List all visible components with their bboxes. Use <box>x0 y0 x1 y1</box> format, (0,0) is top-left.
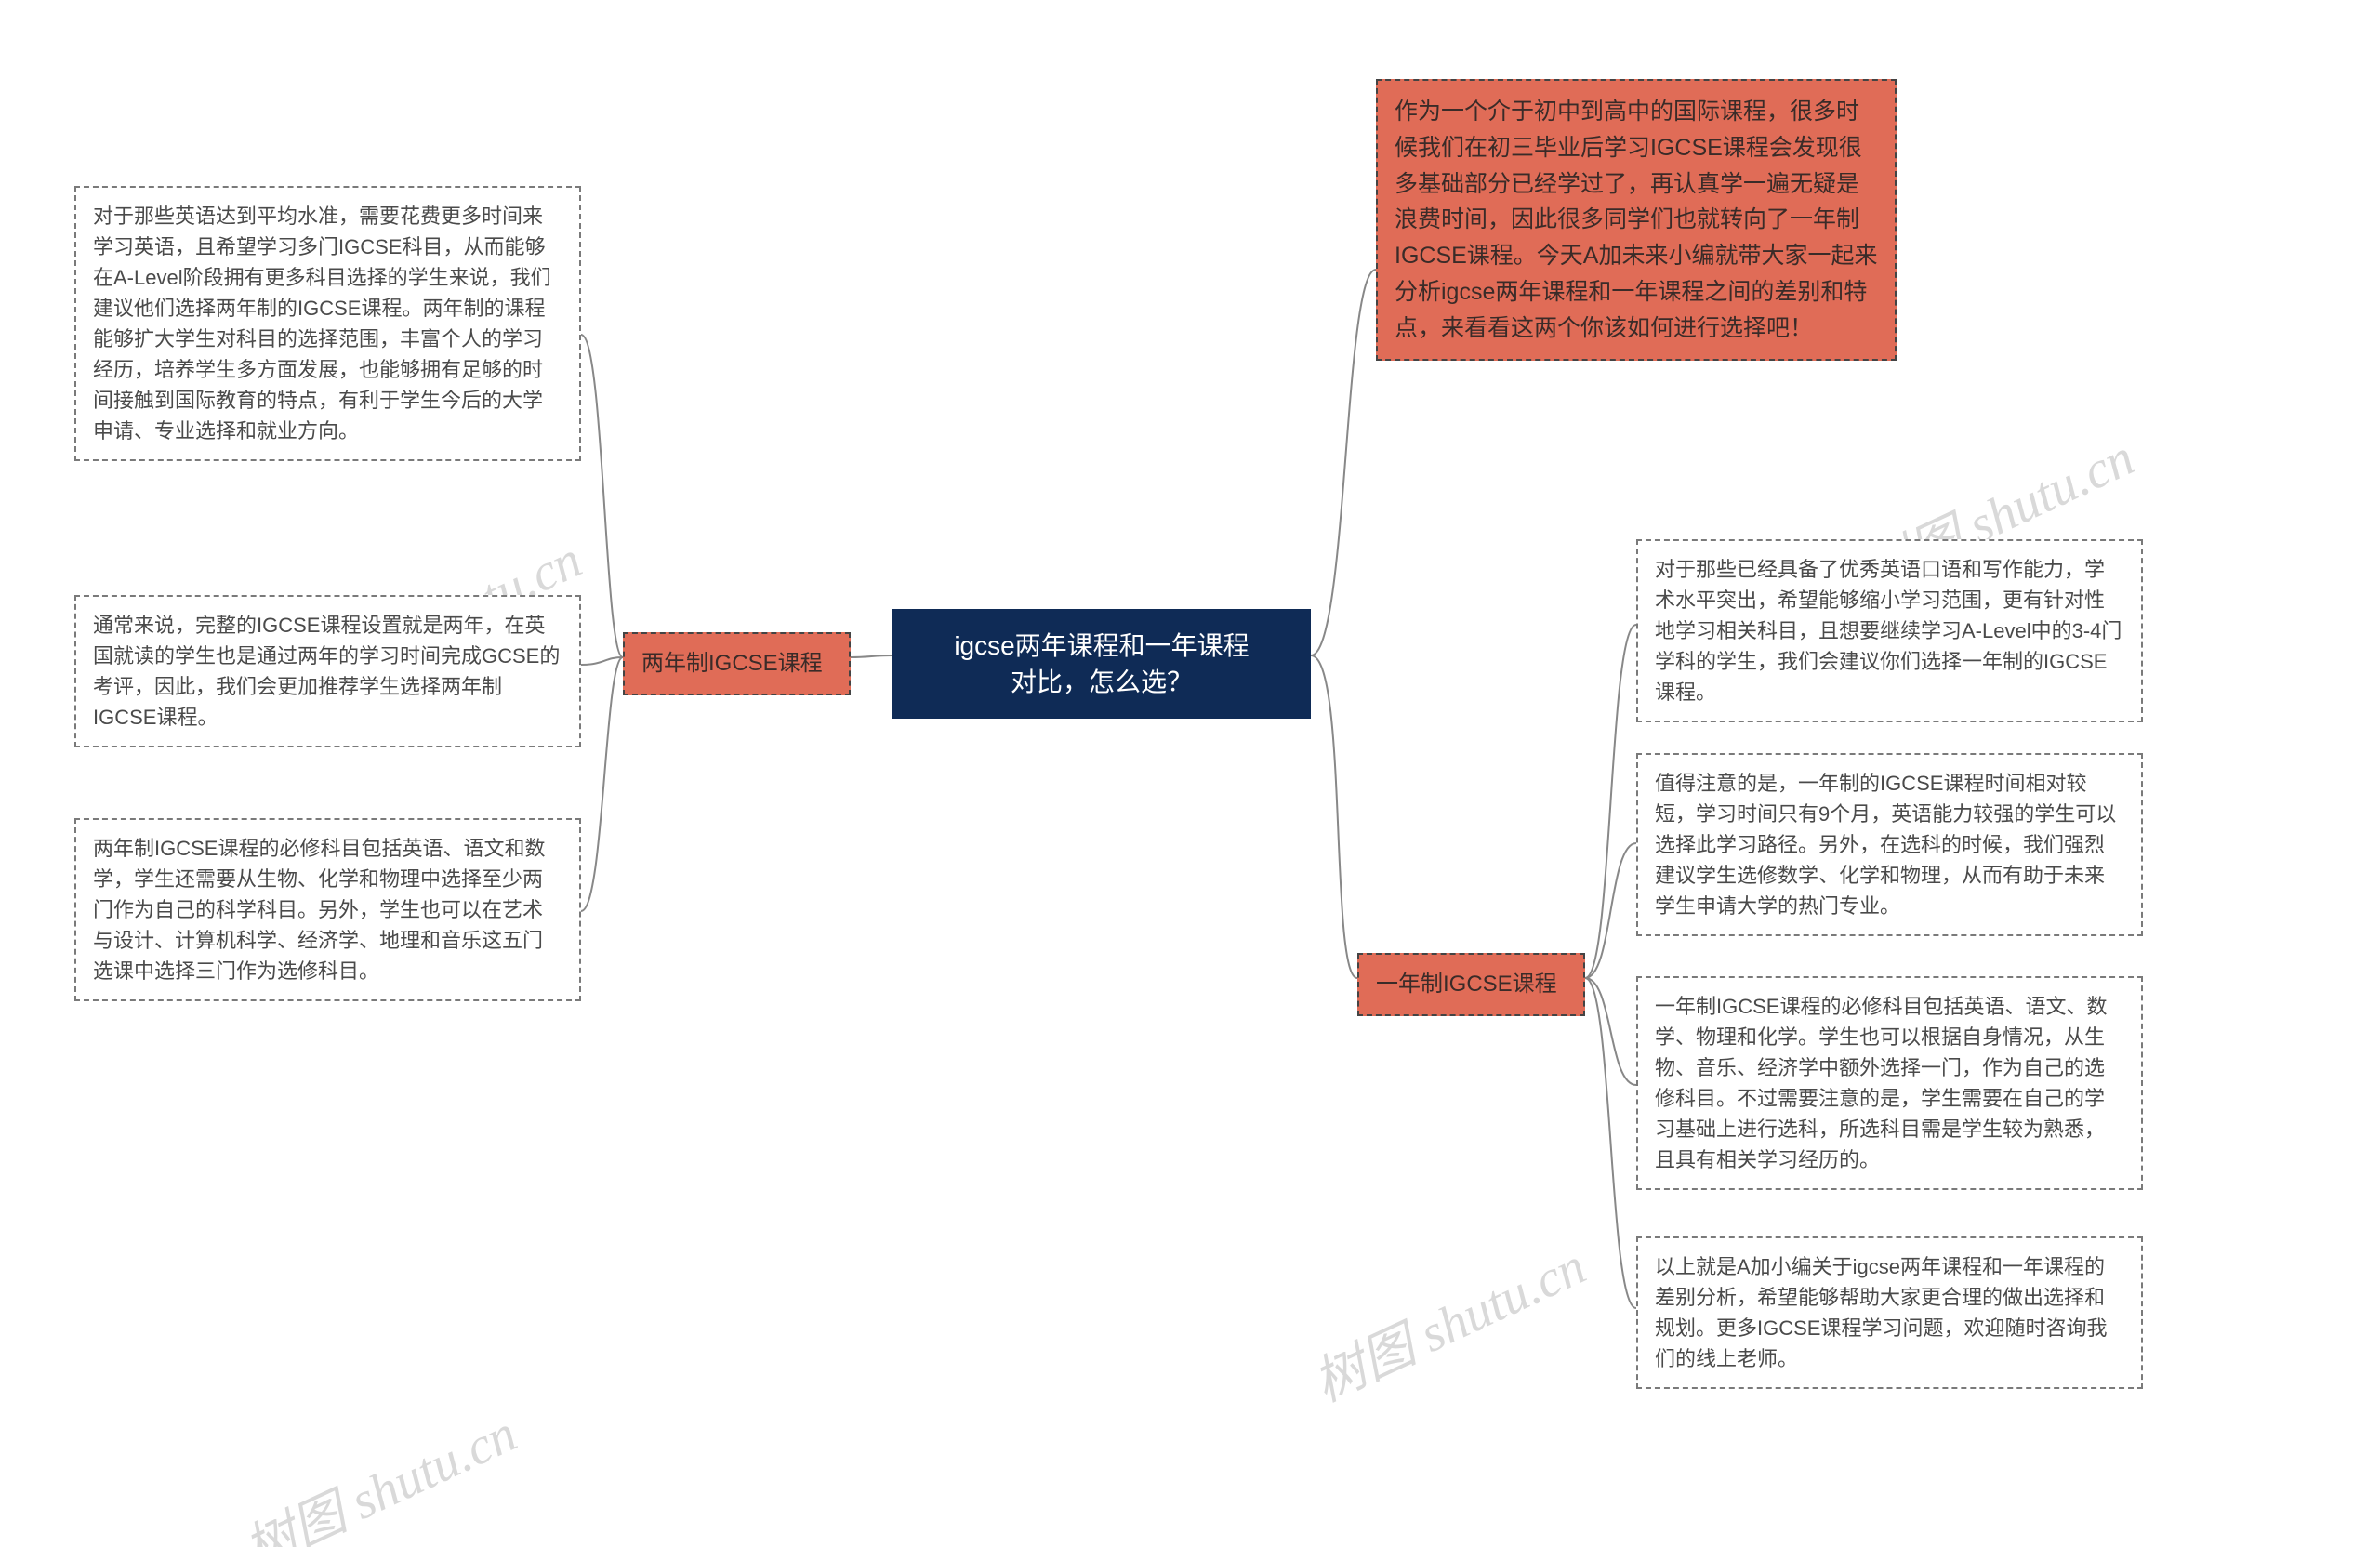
root-line2: 对比，怎么选？ <box>917 664 1287 700</box>
conn-root-rightbranch <box>1311 655 1357 978</box>
conn-right-0 <box>1585 625 1636 978</box>
watermark-3: 树图 shutu.cn <box>1300 1224 1596 1416</box>
root-node[interactable]: igcse两年课程和一年课程 对比，怎么选？ <box>892 609 1311 719</box>
right-leaf-3[interactable]: 以上就是A加小编关于igcse两年课程和一年课程的差别分析，希望能够帮助大家更合… <box>1636 1236 2143 1389</box>
conn-root-intro <box>1311 270 1376 655</box>
left-leaf-0[interactable]: 对于那些英语达到平均水准，需要花费更多时间来学习英语，且希望学习多门IGCSE科… <box>74 186 581 461</box>
conn-right-1 <box>1585 843 1636 978</box>
right-branch-node[interactable]: 一年制IGCSE课程 <box>1357 953 1585 1016</box>
conn-root-left <box>851 655 892 657</box>
left-branch-node[interactable]: 两年制IGCSE课程 <box>623 632 851 695</box>
intro-node[interactable]: 作为一个介于初中到高中的国际课程，很多时候我们在初三毕业后学习IGCSE课程会发… <box>1376 79 1897 361</box>
mindmap-canvas: 树图 shutu.cn 树图 shutu.cn 树图 shutu.cn 树图 s… <box>0 0 2380 1547</box>
right-leaf-1[interactable]: 值得注意的是，一年制的IGCSE课程时间相对较短，学习时间只有9个月，英语能力较… <box>1636 753 2143 936</box>
root-line1: igcse两年课程和一年课程 <box>917 628 1287 664</box>
conn-left-0 <box>581 335 623 657</box>
watermark-2: 树图 shutu.cn <box>231 1392 527 1547</box>
conn-right-3 <box>1585 978 1636 1308</box>
right-leaf-0[interactable]: 对于那些已经具备了优秀英语口语和写作能力，学术水平突出，希望能够缩小学习范围，更… <box>1636 539 2143 722</box>
left-leaf-2[interactable]: 两年制IGCSE课程的必修科目包括英语、语文和数学，学生还需要从生物、化学和物理… <box>74 818 581 1001</box>
right-leaf-2[interactable]: 一年制IGCSE课程的必修科目包括英语、语文、数学、物理和化学。学生也可以根据自… <box>1636 976 2143 1190</box>
left-leaf-1[interactable]: 通常来说，完整的IGCSE课程设置就是两年，在英国就读的学生也是通过两年的学习时… <box>74 595 581 747</box>
conn-right-2 <box>1585 978 1636 1085</box>
conn-left-1 <box>581 657 623 665</box>
conn-left-2 <box>581 657 623 911</box>
